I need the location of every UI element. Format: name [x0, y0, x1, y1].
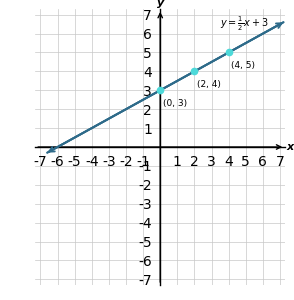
- Text: x: x: [286, 142, 293, 152]
- Text: (0, 3): (0, 3): [163, 99, 187, 108]
- Text: $y = \frac{1}{2}x + 3$: $y = \frac{1}{2}x + 3$: [220, 15, 269, 33]
- Text: y: y: [157, 0, 164, 8]
- Text: (4, 5): (4, 5): [231, 61, 255, 70]
- Text: (2, 4): (2, 4): [197, 80, 221, 89]
